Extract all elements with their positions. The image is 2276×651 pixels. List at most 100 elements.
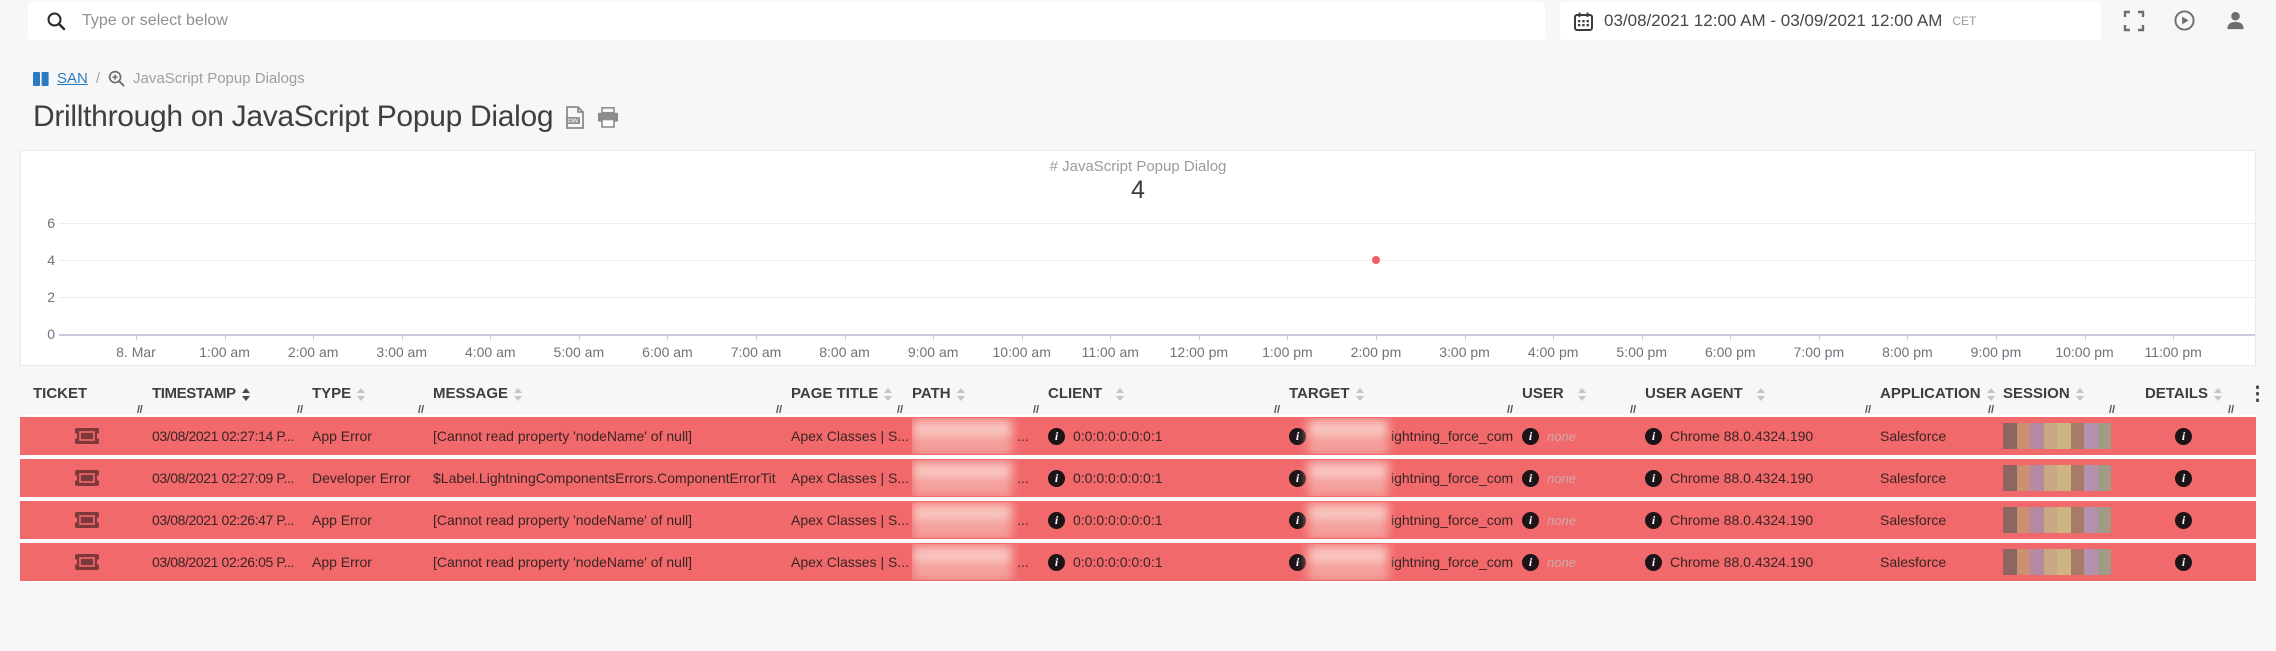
session-color-strip[interactable]	[2003, 423, 2111, 449]
info-icon[interactable]	[1048, 469, 1065, 487]
x-axis-tick	[933, 334, 935, 340]
date-range-picker[interactable]: 03/08/2021 12:00 AM - 03/09/2021 12:00 A…	[1560, 2, 2101, 40]
x-axis-label: 12:00 pm	[1169, 344, 1229, 360]
x-axis-tick	[1730, 334, 1732, 340]
table-row[interactable]: 03/08/2021 02:27:09 P... Developer Error…	[20, 459, 2256, 497]
sort-icon	[884, 388, 893, 401]
column-header-page-title[interactable]: PAGE TITLE	[791, 378, 912, 417]
info-icon[interactable]	[1522, 553, 1539, 571]
column-header-details[interactable]: DETAILS	[2124, 378, 2243, 417]
table-row[interactable]: 03/08/2021 02:26:05 P... App Error [Cann…	[20, 543, 2256, 581]
dashboard-icon	[33, 71, 49, 86]
details-info-icon[interactable]	[2175, 469, 2192, 487]
session-color-block	[2030, 507, 2044, 533]
column-header-user[interactable]: USER	[1522, 378, 1645, 417]
x-axis-label: 4:00 pm	[1527, 344, 1579, 360]
column-header-application[interactable]: APPLICATION	[1880, 378, 2003, 417]
info-icon[interactable]	[1048, 427, 1065, 445]
user-agent-cell: Chrome 88.0.4324.190	[1645, 511, 1880, 529]
global-search-bar[interactable]	[28, 2, 1545, 40]
x-axis-tick	[1287, 334, 1289, 340]
ticket-icon[interactable]	[74, 511, 100, 529]
data-point[interactable]	[1371, 256, 1380, 264]
session-color-strip[interactable]	[2003, 465, 2111, 491]
ticket-icon[interactable]	[74, 469, 100, 487]
redacted-path	[912, 544, 1012, 580]
ticket-icon[interactable]	[74, 553, 100, 571]
session-color-block	[2097, 465, 2111, 491]
info-icon[interactable]	[1289, 469, 1306, 487]
info-icon[interactable]	[1048, 553, 1065, 571]
column-header-target[interactable]: TARGET	[1289, 378, 1522, 417]
kebab-menu-icon[interactable]	[2248, 385, 2267, 404]
session-cell	[2003, 423, 2124, 449]
column-header-path[interactable]: PATH	[912, 378, 1048, 417]
x-axis-tick	[1375, 334, 1377, 340]
breadcrumb-current: JavaScript Popup Dialogs	[133, 70, 305, 87]
x-axis-tick	[490, 334, 492, 340]
session-color-strip[interactable]	[2003, 549, 2111, 575]
table-row[interactable]: 03/08/2021 02:26:47 P... App Error [Cann…	[20, 501, 2256, 539]
x-axis-label: 5:00 am	[553, 344, 605, 360]
x-axis-label: 9:00 pm	[1970, 344, 2022, 360]
info-icon[interactable]	[1289, 553, 1306, 571]
column-header-user-agent[interactable]: USER AGENT	[1645, 378, 1880, 417]
x-axis-label: 8:00 pm	[1882, 344, 1933, 360]
table-row[interactable]: 03/08/2021 02:27:14 P... App Error [Cann…	[20, 417, 2256, 455]
session-color-block	[2016, 423, 2030, 449]
user-account-button[interactable]	[2224, 9, 2247, 32]
column-header-client[interactable]: CLIENT	[1048, 378, 1289, 417]
target-cell: ightning_force_com	[1289, 418, 1522, 454]
message-cell: $Label.LightningComponentsErrors.Compone…	[433, 470, 776, 486]
client-cell: 0:0:0:0:0:0:0:1	[1048, 511, 1289, 529]
redacted-path	[912, 460, 1012, 496]
client-cell: 0:0:0:0:0:0:0:1	[1048, 427, 1289, 445]
info-icon[interactable]	[1522, 427, 1539, 445]
user-agent-cell: Chrome 88.0.4324.190	[1645, 469, 1880, 487]
page-title-cell: Apex Classes | S...	[791, 512, 910, 528]
breadcrumb-dashboard-link[interactable]: SAN	[57, 70, 88, 87]
x-axis-tick	[844, 334, 846, 340]
info-icon[interactable]	[1289, 427, 1306, 445]
user-cell: none	[1522, 427, 1645, 445]
breadcrumb: SAN / JavaScript Popup Dialogs	[33, 70, 305, 87]
info-icon[interactable]	[1645, 553, 1662, 571]
play-button[interactable]	[2173, 9, 2196, 32]
message-cell: [Cannot read property 'nodeName' of null…	[433, 428, 693, 444]
session-color-block	[2070, 507, 2084, 533]
session-color-strip[interactable]	[2003, 507, 2111, 533]
search-input[interactable]	[80, 11, 1284, 31]
sort-icon	[1355, 388, 1364, 401]
x-axis-tick	[1818, 334, 1820, 340]
info-icon[interactable]	[1522, 469, 1539, 487]
details-info-icon[interactable]	[2175, 427, 2192, 445]
x-axis-label: 7:00 pm	[1793, 344, 1845, 360]
ticket-icon[interactable]	[74, 427, 100, 445]
x-axis-label: 7:00 am	[730, 344, 782, 360]
info-icon[interactable]	[1048, 511, 1065, 529]
info-icon[interactable]	[1645, 427, 1662, 445]
x-axis-tick	[2084, 334, 2086, 340]
column-header-session[interactable]: SESSION	[2003, 378, 2124, 417]
x-axis-label: 5:00 pm	[1616, 344, 1667, 360]
session-color-block	[2084, 507, 2098, 533]
details-info-icon[interactable]	[2175, 511, 2192, 529]
column-header-message[interactable]: MESSAGE	[433, 378, 791, 417]
x-axis-label: 4:00 am	[464, 344, 516, 360]
info-icon[interactable]	[1645, 469, 1662, 487]
column-header-ticket[interactable]: TICKET	[33, 385, 88, 402]
export-csv-icon[interactable]: CSV	[566, 105, 585, 129]
application-cell: Salesforce	[1880, 554, 1947, 570]
print-icon[interactable]	[597, 106, 619, 128]
details-info-icon[interactable]	[2175, 553, 2192, 571]
x-axis-label: 6:00 am	[642, 344, 693, 360]
info-icon[interactable]	[1289, 511, 1306, 529]
info-icon[interactable]	[1522, 511, 1539, 529]
x-axis-tick	[1021, 334, 1023, 340]
info-icon[interactable]	[1645, 511, 1662, 529]
zoom-in-icon	[108, 70, 125, 87]
gridline	[59, 297, 2255, 298]
column-header-timestamp[interactable]: TIMESTAMP	[152, 378, 312, 417]
fullscreen-button[interactable]	[2122, 9, 2145, 32]
column-header-type[interactable]: TYPE	[312, 378, 433, 417]
